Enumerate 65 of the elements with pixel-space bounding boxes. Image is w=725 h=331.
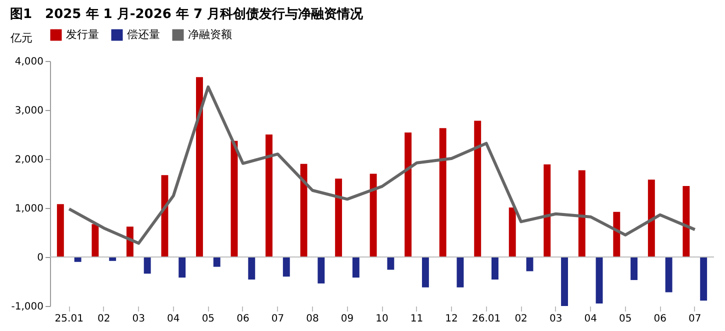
bar bbox=[700, 257, 708, 301]
bar bbox=[335, 178, 342, 257]
line-series bbox=[68, 85, 696, 245]
bar bbox=[178, 257, 186, 278]
bar bbox=[196, 77, 203, 257]
bar bbox=[492, 257, 498, 280]
bar bbox=[74, 257, 82, 262]
bar bbox=[318, 257, 325, 284]
bar bbox=[665, 257, 672, 292]
bar bbox=[144, 257, 151, 274]
bar bbox=[300, 164, 308, 257]
y-tick-label: 4,000 bbox=[14, 56, 44, 68]
bar bbox=[682, 186, 690, 257]
y-axis-title: 亿元 bbox=[10, 32, 32, 44]
x-tick-label: 09 bbox=[340, 314, 354, 324]
x-tick-label: 11 bbox=[410, 314, 424, 324]
bar bbox=[404, 132, 412, 257]
legend-label: 净融资额 bbox=[188, 28, 232, 41]
bar bbox=[508, 208, 516, 257]
y-tick-label: 2,000 bbox=[14, 154, 44, 166]
bar bbox=[352, 257, 360, 278]
x-tick-label: 06 bbox=[236, 314, 250, 324]
x-tick-label: 02 bbox=[514, 314, 528, 324]
bar bbox=[387, 257, 394, 270]
bar bbox=[213, 257, 220, 267]
bar bbox=[630, 257, 638, 280]
bar bbox=[544, 164, 551, 257]
x-tick-label: 08 bbox=[306, 314, 319, 324]
bar bbox=[248, 257, 256, 280]
x-tick-label: 04 bbox=[167, 314, 180, 324]
x-tick-label: 10 bbox=[376, 314, 388, 324]
bar bbox=[282, 257, 290, 277]
bar bbox=[561, 257, 568, 306]
y-tick-label: 0 bbox=[37, 252, 44, 264]
x-tick-label: 04 bbox=[584, 314, 597, 324]
bar bbox=[370, 174, 377, 257]
chart-title: 图1 2025 年 1 月-2026 年 7 月科创债发行与净融资情况 bbox=[10, 7, 364, 22]
x-tick-label: 05 bbox=[202, 314, 215, 324]
x-tick-label: 03 bbox=[132, 314, 146, 324]
x-tick-label: 07 bbox=[271, 314, 284, 324]
bar bbox=[596, 257, 603, 304]
x-tick-label: 12 bbox=[445, 314, 458, 324]
bar bbox=[474, 120, 482, 257]
x-tick-label: 05 bbox=[618, 314, 632, 324]
bar bbox=[456, 257, 464, 288]
y-tick-label: 3,000 bbox=[14, 106, 44, 116]
y-tick-label: -1,000 bbox=[11, 302, 44, 312]
x-tick-label: 26.01 bbox=[472, 314, 501, 324]
bar bbox=[613, 212, 620, 257]
bar bbox=[56, 204, 64, 257]
x-tick-label: 02 bbox=[98, 314, 110, 324]
bar bbox=[578, 170, 586, 257]
x-tick-label: 25.01 bbox=[54, 314, 84, 324]
x-tick-label: 07 bbox=[688, 314, 702, 324]
bar bbox=[439, 128, 446, 257]
bar bbox=[422, 257, 429, 288]
legend-label: 偿还量 bbox=[127, 28, 160, 41]
legend-label: 发行量 bbox=[66, 28, 99, 41]
bar bbox=[161, 175, 168, 257]
x-tick-label: 06 bbox=[654, 314, 666, 324]
bar bbox=[648, 180, 655, 257]
bar bbox=[92, 224, 99, 257]
x-tick-label: 03 bbox=[549, 314, 562, 324]
bar bbox=[266, 134, 272, 257]
y-tick-label: 1,000 bbox=[14, 204, 44, 214]
